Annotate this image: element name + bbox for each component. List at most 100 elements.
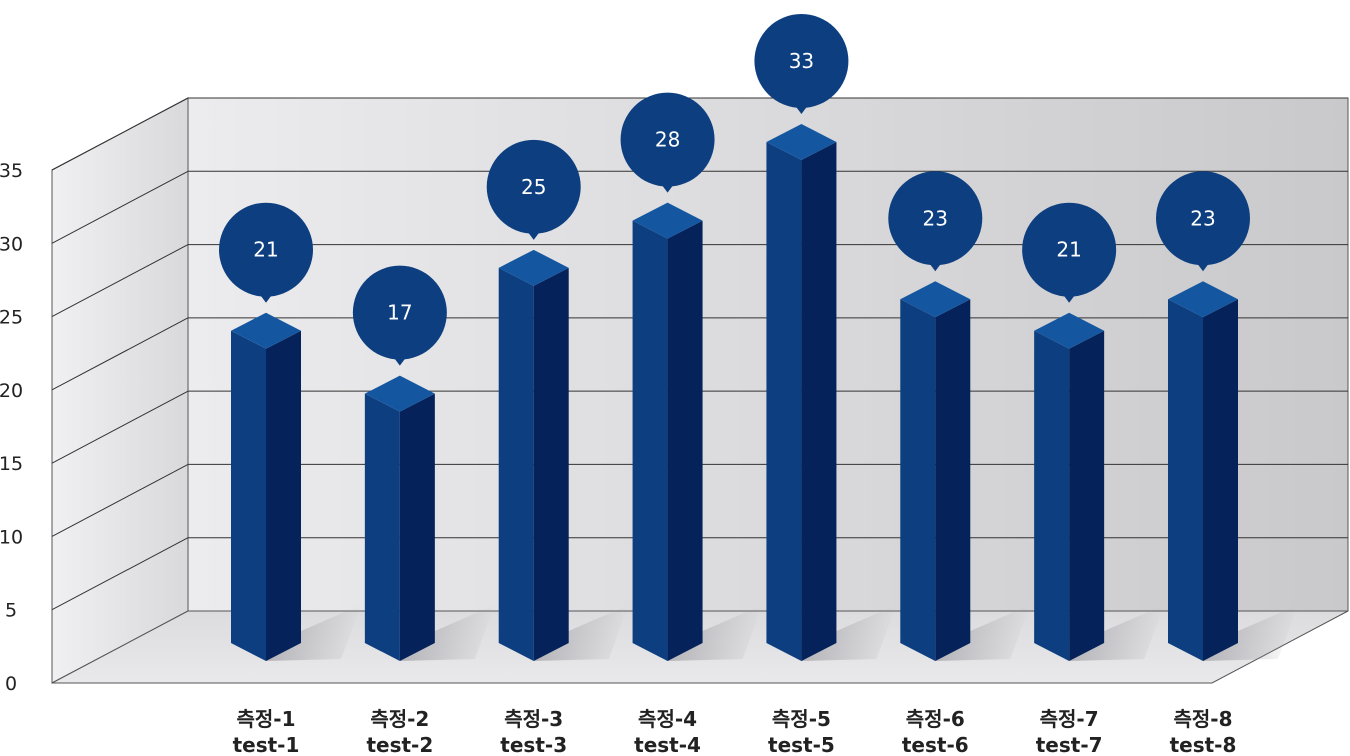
x-tick-label: test-2: [366, 733, 433, 756]
x-tick-label: test-1: [233, 733, 300, 756]
x-tick-label: 측정-2: [370, 707, 429, 731]
bar-8: 23: [1156, 171, 1298, 661]
data-label: 28: [655, 128, 680, 152]
bar-top: [766, 124, 837, 160]
x-tick-label: 측정-1: [236, 707, 295, 731]
bubble-circle: [1156, 171, 1250, 266]
bar-top: [364, 375, 435, 412]
gridline-side: [51, 390, 189, 464]
bubble-circle: [754, 14, 849, 108]
data-label: 23: [1190, 206, 1215, 230]
data-label: 21: [253, 238, 278, 262]
y-tick-label: 20: [0, 380, 23, 402]
x-tick-label: test-8: [1170, 733, 1237, 756]
x-tick-label: test-4: [634, 733, 701, 756]
bar-front: [766, 142, 802, 661]
x-tick-label: 측정-8: [1173, 707, 1232, 731]
x-tick-label: 측정-4: [638, 707, 697, 731]
bubble-pointer: [390, 353, 409, 366]
bar-front: [1034, 330, 1070, 661]
bubble-circle: [486, 139, 581, 234]
y-tick-label: 30: [0, 233, 23, 255]
bars: 21 17 25 28 33 23 21 23: [219, 14, 1298, 662]
x-tick-label: 측정-3: [504, 707, 563, 731]
bar-side: [533, 267, 569, 661]
bar-top: [498, 249, 569, 286]
bar-3: 25: [486, 139, 629, 661]
value-bubble: 25: [486, 139, 581, 240]
gridline-side: [51, 170, 189, 244]
bar-front: [632, 220, 668, 662]
bar-side: [266, 330, 301, 661]
bubble-circle: [620, 92, 715, 187]
bar-2: 17: [352, 265, 495, 661]
y-tick-label: 0: [5, 673, 17, 695]
bubble-circle: [219, 202, 313, 297]
y-tick-label: 10: [0, 526, 23, 548]
data-label: 17: [387, 301, 412, 325]
bubble-pointer: [792, 102, 811, 114]
value-bubble: 33: [754, 14, 849, 114]
bar-front: [900, 299, 936, 661]
bar-5: 33: [754, 14, 897, 661]
value-bubble: 23: [888, 171, 983, 272]
bar-front: [498, 267, 534, 661]
bubble-circle: [1022, 202, 1117, 297]
bar-front: [364, 393, 400, 661]
bubble-pointer: [1060, 290, 1079, 303]
y-tick-label: 15: [0, 453, 23, 475]
x-tick-label: 측정-6: [906, 707, 965, 731]
x-tick-label: test-3: [500, 733, 567, 756]
bar-4: 28: [620, 92, 763, 662]
bubble-pointer: [257, 290, 275, 303]
bubble-circle: [352, 265, 447, 360]
y-tick-label: 35: [0, 160, 23, 182]
gridline-side: [51, 537, 189, 611]
side-wall: [51, 97, 189, 684]
data-label: 25: [521, 175, 546, 199]
x-tick-label: 측정-5: [772, 707, 831, 731]
bubble-circle: [888, 171, 983, 266]
y-axis-ticks: 0 5 10 15 20 25 30 35: [0, 160, 23, 695]
bubble-pointer: [658, 180, 677, 193]
bubble-pointer: [926, 259, 945, 272]
bar-6: 23: [888, 171, 1031, 661]
gridline-side: [51, 244, 189, 318]
bar-top: [632, 202, 703, 239]
data-label: 21: [1056, 238, 1081, 262]
y-tick-label: 5: [5, 600, 17, 622]
bubble-pointer: [524, 227, 543, 240]
value-bubble: 23: [1156, 171, 1250, 272]
bar-side: [399, 393, 435, 661]
bar-top: [231, 312, 301, 349]
bar-front: [231, 330, 266, 661]
gridline-side: [51, 97, 189, 171]
bar-top: [1034, 312, 1105, 349]
gridline-side: [51, 317, 189, 391]
bar-top: [1168, 281, 1238, 318]
value-bubble: 21: [1022, 202, 1117, 303]
bar-side: [1069, 330, 1105, 661]
value-bubble: 17: [352, 265, 447, 366]
x-tick-label: test-7: [1036, 733, 1103, 756]
value-bubble: 28: [620, 92, 715, 193]
bar-top: [900, 281, 971, 318]
bar-front: [1168, 299, 1203, 661]
data-label: 33: [789, 49, 814, 73]
bar-1: 21: [219, 202, 361, 661]
gridline-side: [51, 463, 189, 537]
x-tick-label: test-6: [902, 733, 969, 756]
x-tick-label: test-5: [768, 733, 835, 756]
bar-side: [935, 299, 971, 661]
bar-7: 21: [1022, 202, 1165, 661]
y-tick-label: 25: [0, 307, 23, 329]
bar-side: [667, 220, 703, 662]
bar-side: [1203, 299, 1238, 661]
x-tick-label: 측정-7: [1040, 707, 1099, 731]
value-bubble: 21: [219, 202, 313, 303]
bar-side: [801, 142, 837, 661]
data-label: 23: [923, 206, 948, 230]
bubble-pointer: [1194, 259, 1212, 272]
